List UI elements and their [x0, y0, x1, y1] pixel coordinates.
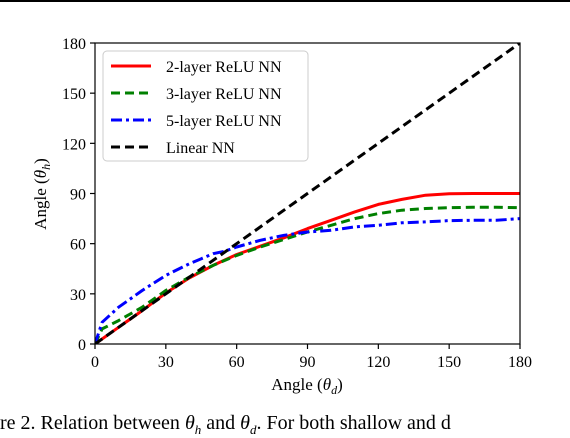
- x-axis-ticks: 0 30 60 90 120 150 180: [91, 344, 532, 371]
- series-line-3-layer-relu-nn: [95, 205, 520, 344]
- figure-caption: ure 2. Relation between θh and θd. For b…: [0, 412, 451, 437]
- y-axis-label: Angle (θh): [31, 158, 53, 230]
- x-tick-label: 90: [300, 354, 316, 371]
- x-tick-label: 60: [229, 354, 245, 371]
- legend-label-5-layer-relu-nn: 5-layer ReLU NN: [166, 113, 282, 130]
- x-tick-label: 180: [508, 354, 532, 371]
- series-line-5-layer-relu-nn: [95, 217, 520, 344]
- y-tick-label: 0: [78, 337, 86, 354]
- legend-label-2-layer-relu-nn: 2-layer ReLU NN: [166, 59, 282, 76]
- page-top-rule: [0, 0, 570, 2]
- x-tick-label: 30: [158, 354, 174, 371]
- y-tick-label: 60: [70, 237, 86, 254]
- x-axis-label: Angle (θd): [271, 375, 343, 397]
- x-tick-label: 0: [91, 354, 99, 371]
- plot-lines: [95, 43, 520, 344]
- series-line-2-layer-relu-nn: [95, 192, 520, 344]
- legend-label-linear-nn: Linear NN: [166, 140, 235, 157]
- x-tick-label: 120: [366, 354, 390, 371]
- y-tick-label: 120: [62, 136, 86, 153]
- y-tick-label: 180: [62, 36, 86, 53]
- x-tick-label: 150: [437, 354, 461, 371]
- series-line-linear-nn: [95, 43, 520, 344]
- y-tick-label: 30: [70, 287, 86, 304]
- legend-box: [102, 50, 309, 162]
- y-tick-label: 150: [62, 86, 86, 103]
- angle-line-chart: 0 30 60 90 120 150 180 0 30 60 90 120 150 180 Angle …: [31, 36, 532, 397]
- legend: 2-layer ReLU NN 3-layer ReLU NN 5-layer Re…: [102, 50, 309, 162]
- legend-label-3-layer-relu-nn: 3-layer ReLU NN: [166, 86, 282, 103]
- y-axis-ticks: 0 30 60 90 120 150 180: [62, 36, 95, 354]
- y-tick-label: 90: [70, 187, 86, 204]
